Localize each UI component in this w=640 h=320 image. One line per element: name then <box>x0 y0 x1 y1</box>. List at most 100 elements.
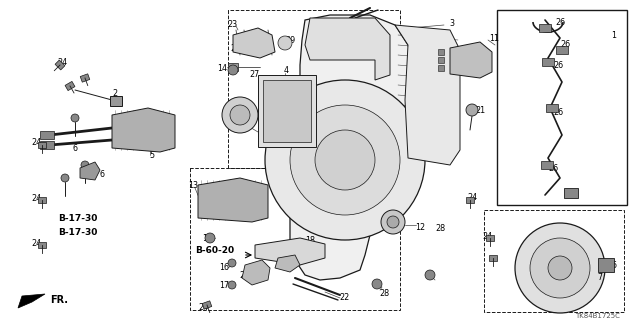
Text: 15: 15 <box>202 234 212 243</box>
Bar <box>564 188 578 198</box>
Text: 1: 1 <box>611 30 616 39</box>
Text: 9: 9 <box>259 129 264 138</box>
Bar <box>263 80 311 142</box>
Text: 2: 2 <box>113 89 118 98</box>
Text: 29: 29 <box>285 36 295 44</box>
Text: B-60-20: B-60-20 <box>195 245 234 254</box>
Bar <box>541 161 553 169</box>
Circle shape <box>548 256 572 280</box>
Text: 3: 3 <box>449 19 454 28</box>
Bar <box>539 24 551 32</box>
Polygon shape <box>38 242 46 248</box>
Text: 24: 24 <box>31 194 41 203</box>
Text: 24: 24 <box>198 303 208 313</box>
Circle shape <box>290 105 400 215</box>
Polygon shape <box>80 162 100 180</box>
Polygon shape <box>112 108 175 152</box>
Text: 17: 17 <box>219 282 229 291</box>
Circle shape <box>530 238 590 298</box>
Circle shape <box>228 281 236 289</box>
Circle shape <box>222 97 258 133</box>
Circle shape <box>387 216 399 228</box>
Polygon shape <box>198 178 268 222</box>
Polygon shape <box>395 25 460 165</box>
Bar <box>556 46 568 54</box>
Circle shape <box>425 270 435 280</box>
Circle shape <box>315 130 375 190</box>
Bar <box>438 49 444 55</box>
Polygon shape <box>450 42 492 78</box>
Text: 27: 27 <box>249 69 259 78</box>
Text: 22: 22 <box>340 293 350 302</box>
Circle shape <box>278 36 292 50</box>
Bar <box>438 57 444 63</box>
Text: 6: 6 <box>99 170 104 179</box>
Polygon shape <box>55 60 65 70</box>
Text: 24: 24 <box>467 193 477 202</box>
Text: 5: 5 <box>149 150 155 159</box>
Text: 20: 20 <box>239 270 249 279</box>
Text: 26: 26 <box>553 60 563 69</box>
Text: 24: 24 <box>482 231 492 241</box>
Polygon shape <box>233 28 275 58</box>
Polygon shape <box>489 255 497 261</box>
Text: 24: 24 <box>57 58 67 67</box>
Text: 26: 26 <box>560 39 570 49</box>
Text: 19: 19 <box>297 255 307 265</box>
Circle shape <box>372 279 382 289</box>
Polygon shape <box>255 238 325 265</box>
Circle shape <box>205 233 215 243</box>
Text: TK84B1725C: TK84B1725C <box>575 313 620 319</box>
Bar <box>110 96 122 106</box>
Text: 6: 6 <box>72 143 77 153</box>
Polygon shape <box>466 197 474 203</box>
Bar <box>598 258 614 272</box>
Circle shape <box>265 80 425 240</box>
Bar <box>497 10 627 205</box>
Bar <box>40 141 54 149</box>
Circle shape <box>81 161 89 169</box>
Circle shape <box>71 114 79 122</box>
Text: 26: 26 <box>555 18 565 27</box>
Text: 25: 25 <box>607 260 617 269</box>
Text: 12: 12 <box>415 222 425 231</box>
Circle shape <box>230 105 250 125</box>
Bar <box>484 210 624 312</box>
Text: 24: 24 <box>31 238 41 247</box>
Polygon shape <box>305 18 390 80</box>
Text: 8: 8 <box>257 106 262 115</box>
Text: 26: 26 <box>548 164 558 172</box>
Circle shape <box>61 174 69 182</box>
Polygon shape <box>242 260 270 285</box>
Text: 16: 16 <box>219 263 229 273</box>
Text: 4: 4 <box>284 66 289 75</box>
Bar <box>438 65 444 71</box>
Polygon shape <box>38 197 46 203</box>
Polygon shape <box>80 74 90 82</box>
Circle shape <box>381 210 405 234</box>
Text: 28: 28 <box>435 223 445 233</box>
Text: B-17-30: B-17-30 <box>58 228 97 236</box>
Text: 7: 7 <box>597 274 603 283</box>
Text: 14: 14 <box>217 63 227 73</box>
Text: 24: 24 <box>31 138 41 147</box>
Polygon shape <box>486 235 494 241</box>
Polygon shape <box>202 301 212 309</box>
Polygon shape <box>275 255 300 272</box>
Text: 21: 21 <box>475 106 485 115</box>
Circle shape <box>466 104 478 116</box>
Text: B-17-30: B-17-30 <box>58 213 97 222</box>
Text: 23: 23 <box>230 44 240 52</box>
Bar <box>258 75 316 147</box>
Text: 13: 13 <box>188 180 198 189</box>
Text: 26: 26 <box>553 108 563 116</box>
Polygon shape <box>65 81 75 91</box>
Polygon shape <box>290 15 418 280</box>
Bar <box>40 131 54 139</box>
Bar <box>546 104 558 112</box>
Circle shape <box>228 259 236 267</box>
Bar <box>228 63 238 71</box>
Text: 11: 11 <box>489 34 499 43</box>
Circle shape <box>228 65 238 75</box>
Bar <box>542 58 554 66</box>
